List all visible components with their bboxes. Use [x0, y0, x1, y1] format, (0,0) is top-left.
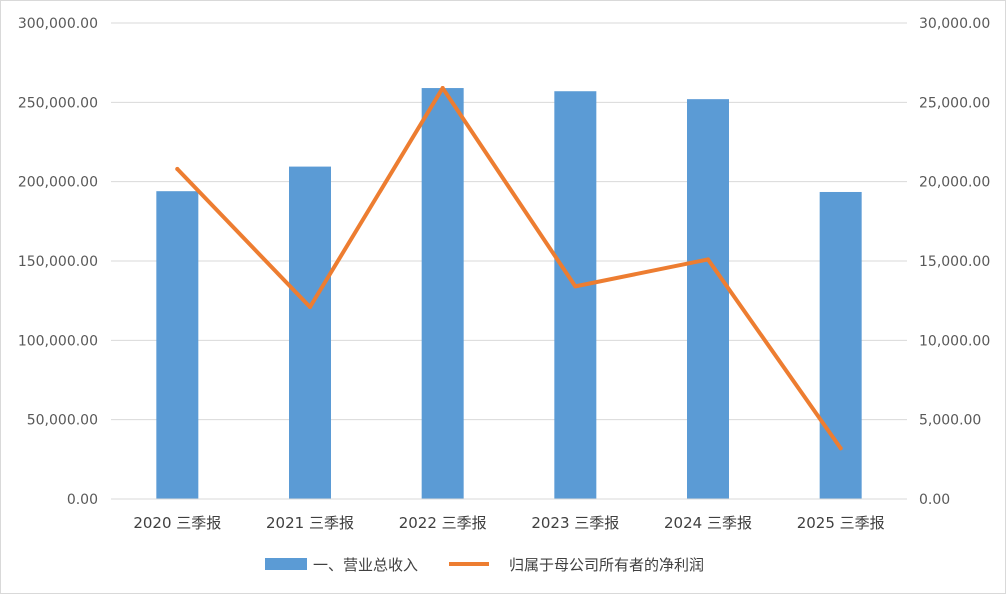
line-point — [308, 305, 312, 310]
bar — [554, 91, 597, 499]
right-tick-label: 5,000.00 — [919, 413, 981, 429]
bar-series — [156, 88, 862, 500]
left-tick-label: 100,000.00 — [18, 333, 98, 349]
line-point — [175, 166, 180, 171]
legend-label-line: 归属于母公司所有者的净利润 — [509, 556, 704, 574]
bar — [421, 88, 464, 499]
category-label: 2024 三季报 — [664, 514, 752, 532]
watermark-source: 观点号 — [829, 564, 877, 583]
category-label: 2022 三季报 — [399, 514, 487, 532]
bar — [687, 99, 729, 499]
category-label: 2025 三季报 — [797, 514, 885, 532]
right-tick-label: 25,000.00 — [919, 95, 990, 111]
legend-label-bar: 一、营业总收入 — [313, 556, 418, 574]
legend-swatch-bar — [265, 558, 307, 570]
line-point — [440, 86, 445, 91]
category-label: 2021 三季报 — [266, 514, 354, 532]
line-point — [838, 446, 843, 451]
watermark-separator: | — [891, 563, 896, 582]
category-label: 2023 三季报 — [531, 514, 619, 532]
line-point — [706, 257, 710, 262]
line-series — [175, 86, 843, 451]
x-axis: 2020 三季报 2021 三季报 2022 三季报 2023 三季报 2024 三季报… — [111, 498, 907, 532]
right-tick-label: 0.00 — [919, 492, 950, 508]
bar — [289, 166, 331, 500]
legend: 一、营业总收入 归属于母公司所有者的净利润 — [265, 556, 704, 574]
left-tick-label: 150,000.00 — [18, 254, 98, 270]
left-tick-label: 50,000.00 — [27, 413, 98, 429]
right-tick-label: 20,000.00 — [919, 175, 990, 191]
left-axis: 0.00 50,000.00 100,000.00 150,000.00 200,000… — [18, 16, 98, 508]
right-tick-label: 15,000.00 — [919, 254, 990, 270]
left-tick-label: 250,000.00 — [18, 95, 98, 111]
watermark: 观点号 | 诗与星空 — [829, 563, 969, 583]
category-label: 2020 三季报 — [133, 514, 221, 532]
right-tick-label: 10,000.00 — [919, 333, 990, 349]
left-tick-label: 200,000.00 — [18, 175, 98, 191]
right-tick-label: 30,000.00 — [919, 16, 990, 32]
line-point — [573, 284, 578, 289]
right-axis: 0.00 5,000.00 10,000.00 15,000.00 20,000.00 2… — [919, 16, 990, 508]
left-tick-label: 300,000.00 — [18, 16, 98, 32]
watermark-author: 诗与星空 — [905, 564, 969, 583]
series-line — [175, 86, 843, 451]
left-tick-label: 0.00 — [67, 492, 98, 508]
bar — [156, 191, 199, 500]
gridlines — [111, 22, 907, 500]
bar — [819, 191, 862, 500]
